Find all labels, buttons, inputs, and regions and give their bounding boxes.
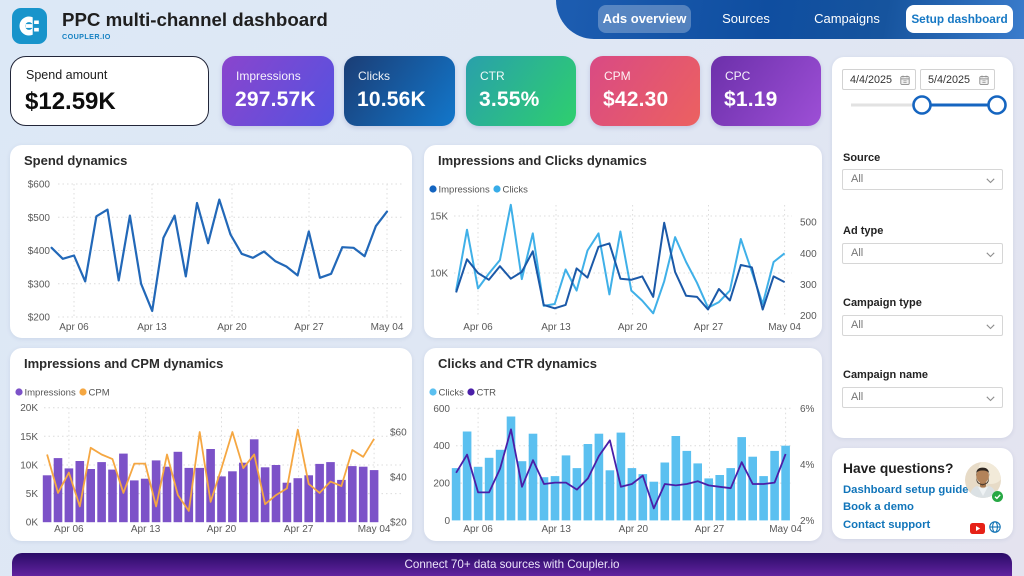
svg-text:4%: 4% xyxy=(800,460,815,471)
svg-text:Clicks: Clicks xyxy=(503,185,529,196)
svg-text:May 04: May 04 xyxy=(769,524,802,535)
svg-text:$60: $60 xyxy=(390,428,407,439)
svg-text:Apr 20: Apr 20 xyxy=(207,524,237,535)
svg-text:$500: $500 xyxy=(28,213,51,224)
svg-text:Apr 27: Apr 27 xyxy=(294,322,324,333)
svg-text:Impressions: Impressions xyxy=(439,185,490,196)
svg-text:May 04: May 04 xyxy=(358,524,391,535)
svg-text:6%: 6% xyxy=(800,404,815,415)
svg-text:Apr 20: Apr 20 xyxy=(619,524,649,535)
svg-text:Apr 20: Apr 20 xyxy=(217,322,247,333)
svg-text:$300: $300 xyxy=(28,279,51,290)
svg-text:Apr 13: Apr 13 xyxy=(541,524,571,535)
svg-text:Apr 27: Apr 27 xyxy=(695,524,725,535)
svg-text:$20: $20 xyxy=(390,518,407,529)
svg-text:Apr 13: Apr 13 xyxy=(137,322,167,333)
svg-text:CPM: CPM xyxy=(89,388,110,399)
svg-text:200: 200 xyxy=(433,479,450,490)
svg-text:10K: 10K xyxy=(430,269,448,280)
svg-text:$40: $40 xyxy=(390,473,407,484)
svg-text:Apr 06: Apr 06 xyxy=(59,322,89,333)
svg-text:Apr 27: Apr 27 xyxy=(284,524,314,535)
svg-text:Apr 13: Apr 13 xyxy=(541,322,571,333)
svg-text:300: 300 xyxy=(800,280,817,291)
svg-text:Apr 06: Apr 06 xyxy=(463,524,493,535)
svg-text:May 04: May 04 xyxy=(768,322,801,333)
svg-text:May 04: May 04 xyxy=(371,322,404,333)
svg-text:400: 400 xyxy=(433,441,450,452)
svg-text:Impressions: Impressions xyxy=(25,388,76,399)
svg-text:Apr 27: Apr 27 xyxy=(694,322,724,333)
svg-text:600: 600 xyxy=(433,404,450,415)
svg-text:10K: 10K xyxy=(20,461,38,472)
svg-text:5K: 5K xyxy=(26,489,39,500)
svg-text:15K: 15K xyxy=(20,432,38,443)
svg-text:2%: 2% xyxy=(800,516,815,527)
svg-text:Apr 06: Apr 06 xyxy=(54,524,84,535)
svg-text:500: 500 xyxy=(800,218,817,229)
svg-text:200: 200 xyxy=(800,311,817,322)
svg-text:20K: 20K xyxy=(20,403,38,414)
svg-text:$400: $400 xyxy=(28,246,51,257)
svg-text:15K: 15K xyxy=(430,212,448,223)
svg-text:400: 400 xyxy=(800,249,817,260)
svg-text:$200: $200 xyxy=(28,313,51,324)
svg-text:Apr 20: Apr 20 xyxy=(618,322,648,333)
svg-text:CTR: CTR xyxy=(477,388,497,399)
svg-text:0: 0 xyxy=(444,516,450,527)
svg-text:Clicks: Clicks xyxy=(439,388,465,399)
svg-text:$600: $600 xyxy=(28,180,51,191)
svg-text:Apr 06: Apr 06 xyxy=(463,322,493,333)
svg-text:Apr 13: Apr 13 xyxy=(131,524,161,535)
svg-text:0K: 0K xyxy=(26,518,39,529)
